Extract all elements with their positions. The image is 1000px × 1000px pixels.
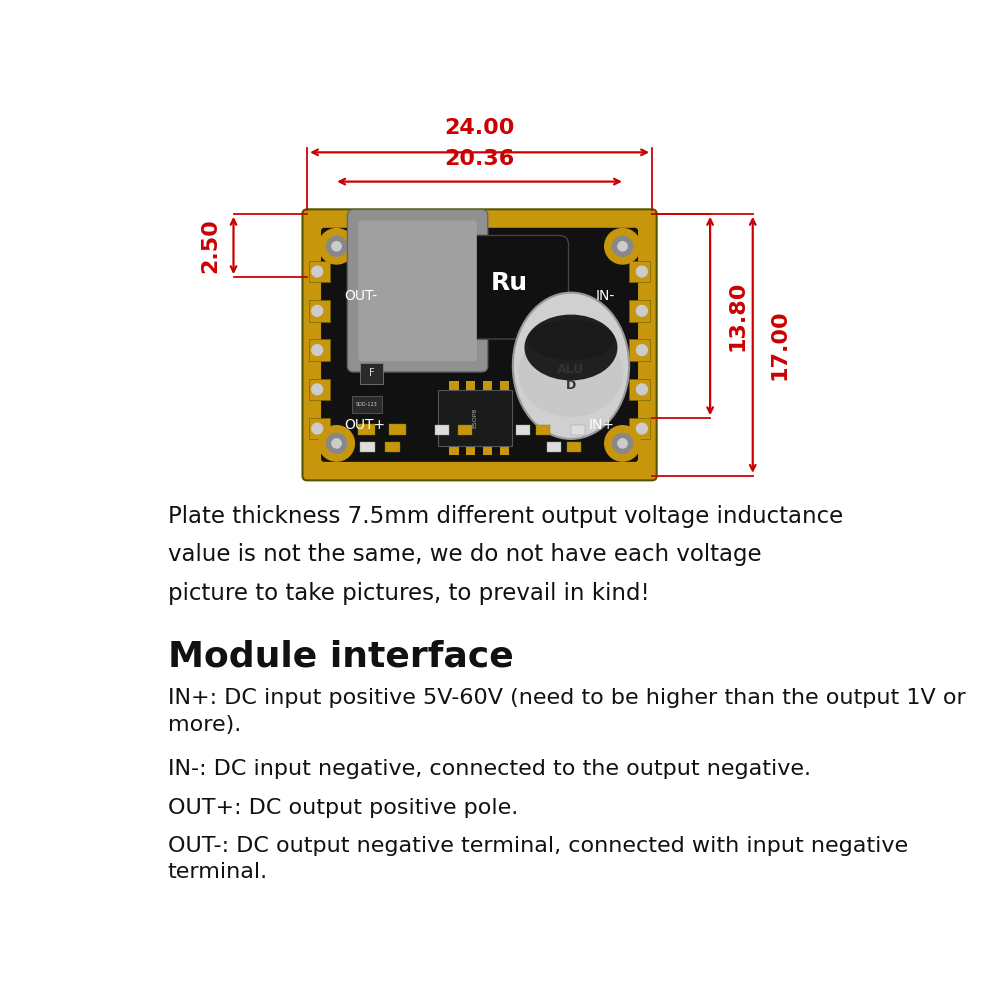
Circle shape [312,266,323,277]
Text: SOD-
123: SOD- 123 [596,412,607,424]
Bar [629,418,650,439]
Text: IN-: IN- [596,289,615,303]
Circle shape [319,426,354,461]
Bar [483,444,492,455]
Circle shape [618,439,627,448]
Bar [466,444,475,455]
Bar [309,300,330,322]
Bar [629,261,650,282]
Bar [360,363,383,384]
Circle shape [637,423,647,434]
Circle shape [312,423,323,434]
Text: SOD-123: SOD-123 [356,402,378,407]
Circle shape [312,345,323,355]
FancyBboxPatch shape [347,209,488,372]
Text: IN+: DC input positive 5V-60V (need to be higher than the output 1V or
more).: IN+: DC input positive 5V-60V (need to b… [168,688,965,735]
Circle shape [332,439,341,448]
Text: OUT-: DC output negative terminal, connected with input negative
terminal.: OUT-: DC output negative terminal, conne… [168,836,908,883]
Text: IN-: DC input negative, connected to the output negative.: IN-: DC input negative, connected to the… [168,759,811,779]
Text: Module interface: Module interface [168,640,513,674]
Ellipse shape [513,293,629,439]
Ellipse shape [524,315,617,380]
Text: OUT+: DC output positive pole.: OUT+: DC output positive pole. [168,798,518,818]
Bar [309,379,330,400]
Circle shape [605,229,640,264]
Bar [449,444,459,455]
Bar [435,425,449,435]
Text: 20.36: 20.36 [444,149,515,169]
Bar [629,300,650,322]
Bar [516,425,530,435]
Bar [567,442,581,452]
Bar [358,424,375,435]
Circle shape [605,426,640,461]
Text: 13.80: 13.80 [727,281,747,351]
Bar [309,418,330,439]
Text: OUT+: OUT+ [344,418,385,432]
Circle shape [637,345,647,355]
Bar [629,339,650,361]
Circle shape [637,384,647,395]
Circle shape [612,236,633,256]
Bar [360,442,375,452]
Text: IN+: IN+ [589,418,615,432]
Bar [449,381,459,392]
Text: 2.50: 2.50 [200,218,220,273]
Text: Plate thickness 7.5mm different output voltage inductance
value is not the same,: Plate thickness 7.5mm different output v… [168,505,843,605]
Bar [500,444,509,455]
Ellipse shape [527,320,615,360]
Bar [547,442,561,452]
Text: OUT-: OUT- [344,289,377,303]
Circle shape [312,384,323,395]
Bar [629,379,650,400]
Bar [385,442,400,452]
FancyBboxPatch shape [358,220,477,361]
Circle shape [312,305,323,316]
Circle shape [637,266,647,277]
Bar [536,425,550,435]
Bar [483,381,492,392]
Text: 24.00: 24.00 [444,118,515,138]
Text: ESOP8: ESOP8 [472,408,477,428]
Text: F: F [369,368,374,378]
Circle shape [618,242,627,251]
Bar [309,339,330,361]
Bar [388,424,406,435]
Bar [466,381,475,392]
Ellipse shape [519,329,623,417]
Bar [458,425,472,435]
Text: 17.00: 17.00 [770,310,790,380]
Bar [352,396,382,413]
FancyBboxPatch shape [449,235,569,339]
Bar [571,425,585,435]
Circle shape [319,229,354,264]
FancyBboxPatch shape [302,209,657,480]
Circle shape [637,305,647,316]
Text: ALU: ALU [557,363,585,376]
Bar [438,390,512,446]
Circle shape [612,433,633,453]
Circle shape [326,236,347,256]
FancyBboxPatch shape [321,228,638,462]
Circle shape [326,433,347,453]
Text: Ru: Ru [490,271,527,295]
Circle shape [332,242,341,251]
Bar [500,381,509,392]
Bar [309,261,330,282]
Text: D: D [566,379,576,392]
